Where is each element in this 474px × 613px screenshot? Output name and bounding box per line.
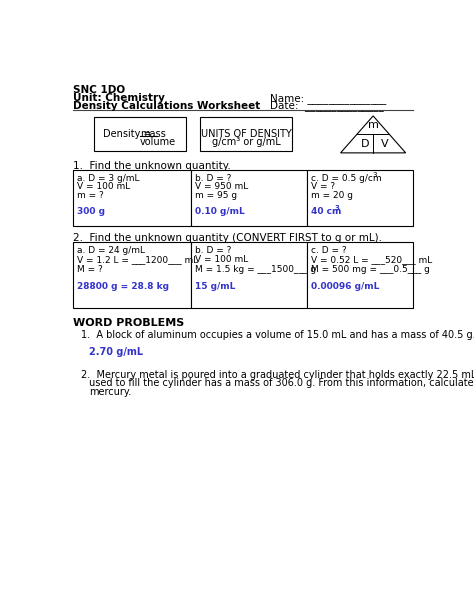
Text: mass: mass <box>140 129 165 139</box>
Text: g/cm³ or g/mL: g/cm³ or g/mL <box>212 137 281 148</box>
Text: V = 100 mL: V = 100 mL <box>195 255 248 264</box>
Text: D: D <box>361 139 369 148</box>
Text: 1.  A block of aluminum occupies a volume of 15.0 mL and has a mass of 40.5 g. W: 1. A block of aluminum occupies a volume… <box>81 330 474 340</box>
Text: 0.10 g/mL: 0.10 g/mL <box>195 207 245 216</box>
Text: a. D = 24 g/mL: a. D = 24 g/mL <box>77 246 145 255</box>
Text: 1.  Find the unknown quantity.: 1. Find the unknown quantity. <box>73 161 231 170</box>
Text: 300 g: 300 g <box>77 207 105 216</box>
Text: 28800 g = 28.8 kg: 28800 g = 28.8 kg <box>77 282 169 291</box>
Text: SNC 1DO: SNC 1DO <box>73 85 125 95</box>
Text: a. D = 3 g/mL: a. D = 3 g/mL <box>77 173 139 183</box>
Text: b. D = ?: b. D = ? <box>195 173 231 183</box>
Bar <box>191 170 307 226</box>
Text: WORD PROBLEMS: WORD PROBLEMS <box>73 318 184 329</box>
Text: M = ?: M = ? <box>77 265 103 273</box>
Text: V = 100 mL: V = 100 mL <box>77 182 130 191</box>
Text: Density Calculations Worksheet: Density Calculations Worksheet <box>73 101 260 110</box>
Text: 2.70 g/mL: 2.70 g/mL <box>89 347 143 357</box>
Text: 2.  Mercury metal is poured into a graduated cylinder that holds exactly 22.5 mL: 2. Mercury metal is poured into a gradua… <box>81 370 474 380</box>
Bar <box>73 170 191 226</box>
Text: 3: 3 <box>334 205 339 211</box>
Text: 3: 3 <box>373 172 377 178</box>
Text: used to fill the cylinder has a mass of 306.0 g. From this information, calculat: used to fill the cylinder has a mass of … <box>89 378 474 389</box>
Text: c. D = ?: c. D = ? <box>311 246 347 255</box>
Text: b. D = ?: b. D = ? <box>195 246 231 255</box>
Polygon shape <box>341 116 406 153</box>
Text: m = ?: m = ? <box>77 191 104 200</box>
Text: 0.00096 g/mL: 0.00096 g/mL <box>311 282 380 291</box>
Text: Density =: Density = <box>103 129 155 139</box>
Text: m = 95 g: m = 95 g <box>195 191 237 200</box>
Text: mercury.: mercury. <box>89 387 131 397</box>
Text: M = 1.5 kg = ___1500___ g: M = 1.5 kg = ___1500___ g <box>195 265 316 273</box>
Text: V = ?: V = ? <box>311 182 335 191</box>
Text: M = 500 mg = ___0.5___ g: M = 500 mg = ___0.5___ g <box>311 265 430 273</box>
Text: m: m <box>368 120 379 130</box>
Bar <box>94 118 186 151</box>
Text: 40 cm: 40 cm <box>311 207 341 216</box>
Text: m = 20 g: m = 20 g <box>311 191 353 200</box>
Text: V = 1.2 L = ___1200___ mL: V = 1.2 L = ___1200___ mL <box>77 255 198 264</box>
Text: Date:  _______________: Date: _______________ <box>270 101 384 112</box>
Text: V: V <box>381 139 389 148</box>
Text: Name: _______________: Name: _______________ <box>270 93 386 104</box>
Bar <box>307 242 413 308</box>
Text: V = 0.52 L = ___520___ mL: V = 0.52 L = ___520___ mL <box>311 255 432 264</box>
Text: volume: volume <box>140 137 176 148</box>
Text: 15 g/mL: 15 g/mL <box>195 282 235 291</box>
Bar <box>201 118 292 151</box>
Text: V = 950 mL: V = 950 mL <box>195 182 248 191</box>
Bar <box>307 170 413 226</box>
Text: Unit: Chemistry: Unit: Chemistry <box>73 93 165 103</box>
Text: UNITS OF DENSITY: UNITS OF DENSITY <box>201 129 292 139</box>
Bar <box>191 242 307 308</box>
Text: 2.  Find the unknown quantity (CONVERT FIRST to g or mL).: 2. Find the unknown quantity (CONVERT FI… <box>73 233 382 243</box>
Text: c. D = 0.5 g/cm: c. D = 0.5 g/cm <box>311 173 382 183</box>
Bar <box>73 242 191 308</box>
